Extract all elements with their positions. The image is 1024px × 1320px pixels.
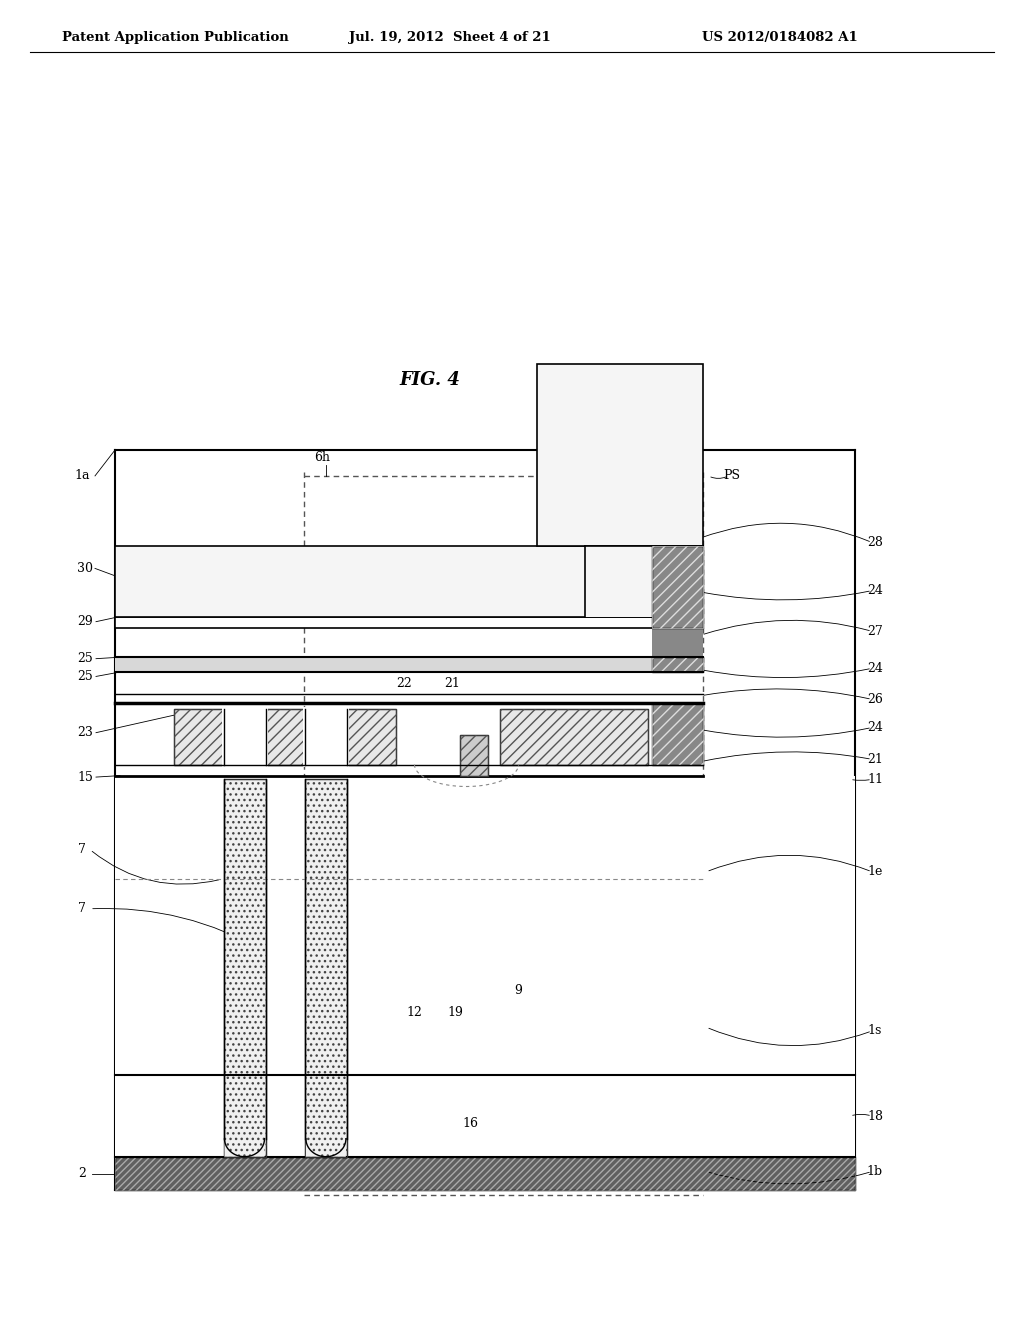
Text: 11: 11 — [867, 772, 883, 785]
Text: 18: 18 — [867, 1110, 883, 1122]
Text: 1b: 1b — [867, 1166, 883, 1177]
Bar — [115, 616, 703, 627]
Bar — [651, 704, 703, 764]
Text: 1e: 1e — [867, 866, 883, 878]
Text: 27: 27 — [867, 624, 883, 638]
Text: Jul. 19, 2012  Sheet 4 of 21: Jul. 19, 2012 Sheet 4 of 21 — [349, 30, 551, 44]
Bar — [460, 735, 487, 776]
Text: 28: 28 — [867, 536, 883, 549]
Text: 19: 19 — [447, 1006, 463, 1019]
Text: 6h: 6h — [314, 451, 330, 463]
Bar — [115, 657, 703, 672]
Bar — [115, 1156, 855, 1191]
Bar — [537, 364, 703, 546]
Bar — [585, 546, 703, 616]
Bar — [651, 704, 703, 764]
Bar — [651, 657, 703, 672]
Text: 25: 25 — [77, 652, 93, 665]
Text: 7: 7 — [78, 843, 86, 857]
Text: Patent Application Publication: Patent Application Publication — [61, 30, 289, 44]
Text: 24: 24 — [867, 583, 883, 597]
Text: 21: 21 — [443, 677, 460, 689]
Text: 20: 20 — [507, 741, 522, 754]
Bar — [500, 709, 648, 764]
Bar — [115, 1156, 855, 1191]
Text: 15: 15 — [77, 771, 93, 784]
Bar — [305, 779, 347, 1156]
Bar — [115, 776, 855, 1076]
Bar — [305, 779, 347, 1156]
Bar — [174, 709, 396, 764]
Text: 25: 25 — [77, 671, 93, 682]
Text: 14: 14 — [333, 1006, 349, 1019]
Bar — [223, 779, 265, 1156]
Bar — [651, 546, 703, 627]
Bar — [651, 657, 703, 672]
Text: 22: 22 — [395, 677, 412, 689]
Text: 29: 29 — [77, 615, 93, 628]
Text: US 2012/0184082 A1: US 2012/0184082 A1 — [702, 30, 858, 44]
Bar — [115, 546, 703, 616]
Bar — [651, 546, 703, 627]
Bar — [223, 779, 265, 1156]
Bar — [651, 627, 703, 657]
Text: 9: 9 — [514, 983, 522, 997]
Text: 24: 24 — [867, 721, 883, 734]
Bar — [115, 1076, 855, 1156]
Text: 26: 26 — [867, 693, 883, 706]
Text: 23: 23 — [77, 726, 93, 739]
Text: 2: 2 — [78, 1167, 86, 1180]
Text: 24: 24 — [867, 661, 883, 675]
Bar — [460, 735, 487, 776]
Text: 21: 21 — [867, 752, 883, 766]
Bar — [500, 709, 648, 764]
Bar — [174, 709, 396, 764]
Text: PS: PS — [723, 470, 739, 482]
Bar — [303, 708, 349, 767]
Bar — [221, 708, 267, 767]
Text: FIG. 4: FIG. 4 — [399, 371, 461, 389]
Text: 7: 7 — [78, 903, 86, 915]
Text: 16: 16 — [462, 1117, 478, 1130]
Text: 1s: 1s — [867, 1024, 883, 1038]
Text: 12: 12 — [407, 1006, 423, 1019]
Text: 30: 30 — [77, 562, 93, 576]
Text: 1a: 1a — [75, 470, 90, 482]
